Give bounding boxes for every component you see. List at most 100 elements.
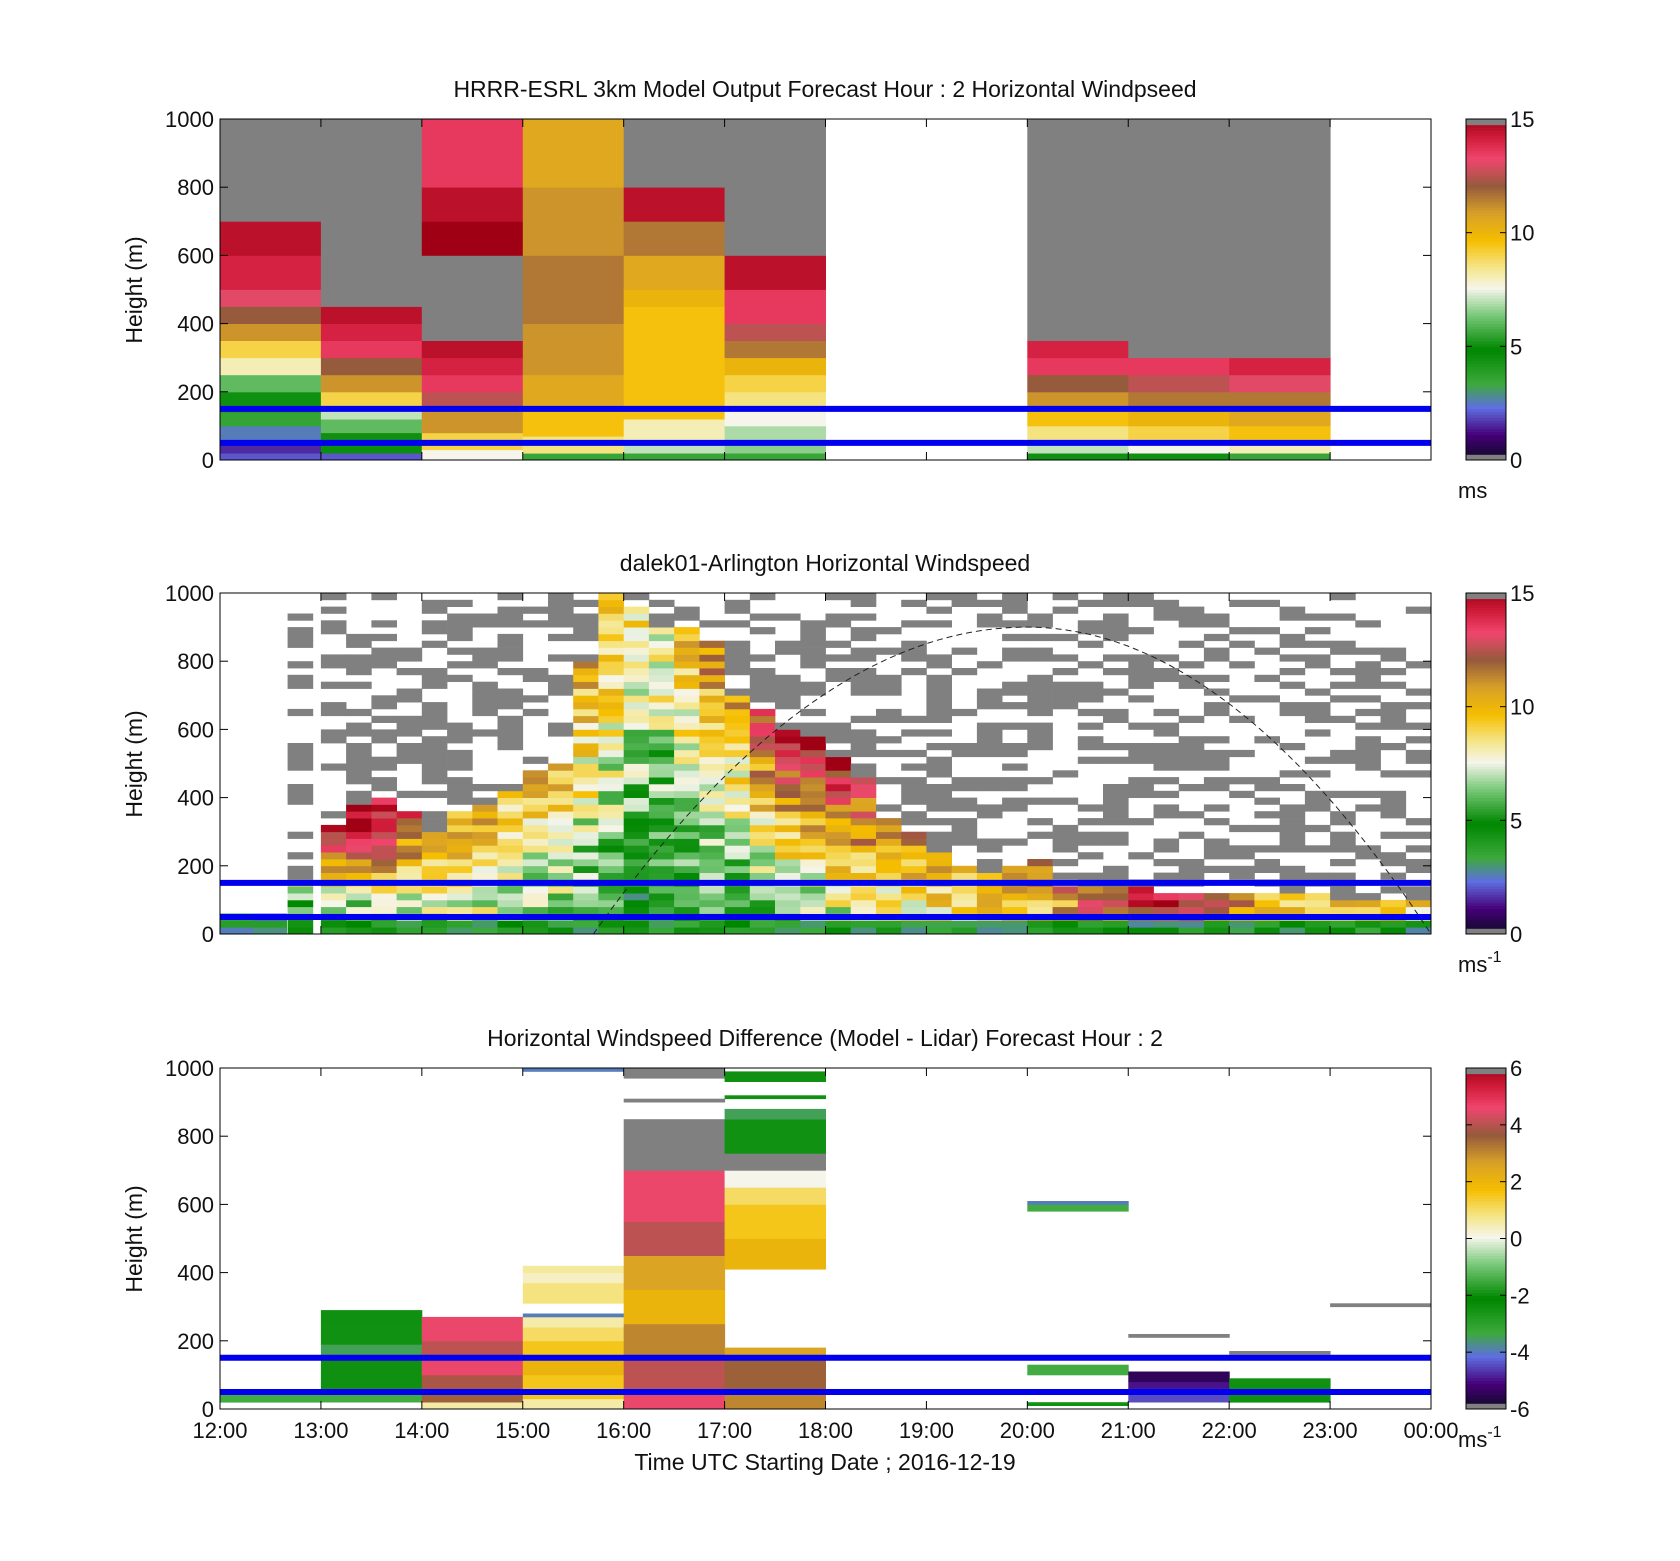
heat-cell bbox=[623, 1255, 726, 1290]
colorbar-band bbox=[1466, 1289, 1506, 1293]
heat-cell bbox=[724, 784, 751, 792]
heat-cell bbox=[1027, 920, 1053, 928]
heat-cell bbox=[1002, 893, 1028, 901]
heat-cell bbox=[548, 681, 574, 689]
heat-cell bbox=[623, 756, 650, 764]
heat-cell bbox=[976, 722, 1003, 730]
heat-cell bbox=[674, 831, 700, 839]
colorbar-band bbox=[1466, 1357, 1506, 1362]
heat-cell bbox=[1128, 722, 1154, 730]
heat-cell bbox=[1052, 838, 1079, 846]
heat-cell bbox=[287, 886, 314, 894]
heat-cell bbox=[1052, 893, 1079, 901]
heat-cell bbox=[497, 852, 524, 860]
x-ticks-lidar bbox=[219, 593, 1432, 934]
colorbar-band bbox=[1466, 629, 1506, 634]
heat-cell bbox=[749, 749, 776, 758]
heat-cell bbox=[522, 790, 549, 798]
heat-cell bbox=[1405, 831, 1431, 839]
colorbar-band bbox=[1466, 349, 1506, 353]
heat-cell bbox=[749, 736, 776, 744]
heat-cell bbox=[1153, 763, 1180, 771]
heat-cell bbox=[876, 736, 902, 744]
heat-cell bbox=[800, 749, 826, 758]
heat-cell bbox=[220, 255, 322, 290]
heat-cell bbox=[623, 681, 650, 689]
heat-cell bbox=[573, 859, 599, 867]
colorbar-band bbox=[1466, 212, 1506, 217]
heat-cell bbox=[1279, 818, 1306, 826]
colorbar-band bbox=[1466, 1249, 1506, 1254]
heat-cell bbox=[850, 852, 877, 860]
heat-cell bbox=[346, 661, 372, 669]
heat-cell bbox=[320, 606, 347, 614]
heat-cell bbox=[1203, 784, 1230, 792]
heat-cell bbox=[623, 593, 650, 601]
heat-cell bbox=[1103, 654, 1129, 662]
heat-cell bbox=[346, 920, 372, 928]
heat-cell bbox=[825, 777, 852, 785]
heat-cell bbox=[598, 927, 624, 934]
colorbar-band bbox=[1466, 209, 1506, 214]
heat-cell bbox=[371, 695, 397, 703]
heat-cell bbox=[749, 770, 776, 778]
heat-cell bbox=[371, 845, 397, 853]
heat-cell bbox=[1178, 736, 1205, 744]
heat-cell bbox=[1002, 681, 1028, 689]
heat-cell bbox=[1355, 899, 1381, 908]
heat-cell bbox=[1052, 606, 1079, 614]
heat-cell bbox=[1178, 606, 1205, 614]
heat-cell bbox=[976, 729, 1003, 737]
heat-cell bbox=[901, 859, 927, 867]
heat-cell bbox=[623, 1068, 726, 1079]
heat-cell bbox=[674, 647, 700, 655]
heat-cell bbox=[623, 818, 650, 826]
heat-cell bbox=[699, 640, 725, 648]
heat-cell bbox=[1304, 640, 1331, 648]
heat-cell bbox=[447, 729, 473, 737]
heat-cell bbox=[472, 831, 498, 839]
heat-cell bbox=[598, 668, 624, 676]
heat-cell bbox=[623, 708, 650, 717]
heat-cell bbox=[926, 845, 952, 853]
heat-cell bbox=[447, 784, 473, 792]
heat-cell bbox=[497, 729, 524, 737]
heat-cell bbox=[497, 640, 524, 648]
heat-cell bbox=[1304, 729, 1331, 737]
heat-cell bbox=[320, 838, 347, 846]
heat-cell bbox=[1052, 824, 1079, 833]
heat-cell bbox=[1178, 872, 1205, 880]
heat-cell bbox=[951, 872, 978, 880]
colorbar-band bbox=[1466, 278, 1506, 282]
heat-cell bbox=[1229, 627, 1255, 635]
colorbar-band bbox=[1466, 868, 1506, 872]
colorbar-band bbox=[1466, 440, 1506, 444]
heat-cell bbox=[1128, 756, 1154, 764]
colorbar-band bbox=[1466, 749, 1506, 753]
heat-cell bbox=[876, 777, 902, 785]
heat-cell bbox=[371, 661, 397, 669]
x-tick-label: 15:00 bbox=[495, 1418, 550, 1443]
heat-cell bbox=[346, 777, 372, 785]
heat-cell bbox=[623, 187, 726, 222]
colorbar-band bbox=[1466, 320, 1506, 325]
heat-cell bbox=[825, 749, 852, 758]
heat-cell bbox=[497, 606, 524, 614]
heat-cell bbox=[825, 824, 852, 833]
heat-cell bbox=[1103, 920, 1129, 928]
heat-cell bbox=[800, 859, 826, 867]
heat-cell bbox=[648, 763, 675, 771]
colorbar-band bbox=[1466, 828, 1506, 833]
heat-cell bbox=[926, 886, 952, 894]
heat-cell bbox=[396, 852, 423, 860]
heat-cell bbox=[825, 620, 852, 628]
heat-cell bbox=[1380, 647, 1407, 655]
heat-cell bbox=[1279, 886, 1306, 894]
colorbar-band bbox=[1466, 181, 1506, 185]
heat-cell bbox=[598, 674, 624, 682]
heat-cell bbox=[976, 743, 1003, 751]
heat-cell bbox=[548, 920, 574, 928]
heat-cell bbox=[346, 749, 372, 758]
heat-cell bbox=[800, 777, 826, 785]
heat-cell bbox=[1355, 749, 1381, 758]
